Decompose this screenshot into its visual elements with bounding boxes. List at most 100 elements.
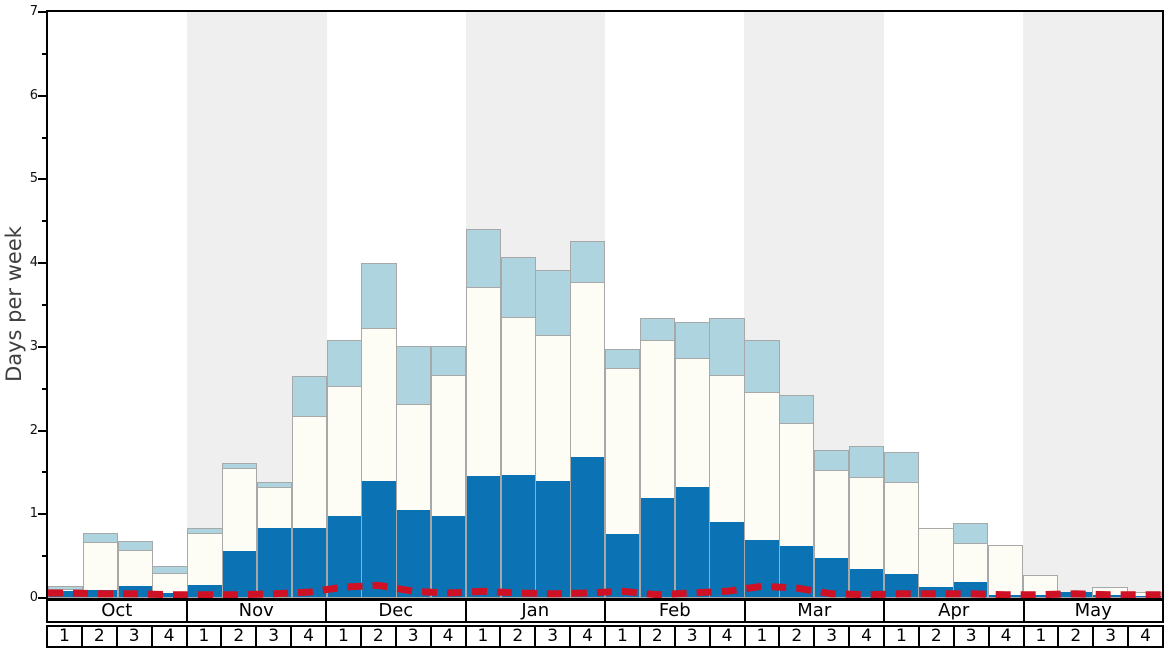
week-cell: 3	[955, 627, 990, 646]
bar-week-8	[291, 376, 327, 598]
light-blue-segment	[431, 347, 466, 376]
light-blue-segment	[814, 450, 849, 471]
week-cell: 3	[1094, 627, 1130, 646]
dark-blue-segment	[571, 457, 605, 597]
week-cell: 3	[536, 627, 572, 646]
week-cell: 2	[641, 627, 676, 646]
week-cell: 1	[188, 627, 223, 646]
week-cell: 4	[153, 627, 188, 646]
bar-week-6	[222, 463, 258, 598]
week-cell: 3	[257, 627, 293, 646]
week-cell: 3	[397, 627, 432, 646]
bar-week-16	[570, 240, 606, 598]
bar-week-7	[256, 481, 293, 598]
bar-week-20	[709, 317, 745, 598]
bar-week-26	[918, 527, 954, 598]
bar-week-21	[744, 340, 780, 598]
dark-blue-segment	[397, 509, 431, 597]
red-dashed-line	[48, 581, 1162, 598]
dark-blue-segment	[431, 515, 466, 597]
week-cell: 1	[327, 627, 362, 646]
week-cell: 2	[920, 627, 955, 646]
dark-blue-segment	[49, 591, 83, 597]
month-cell-dec: Dec	[327, 601, 467, 621]
y-tick-major	[38, 597, 46, 599]
bar-week-18	[639, 317, 676, 598]
light-blue-segment	[257, 482, 292, 488]
week-cell: 1	[606, 627, 641, 646]
light-blue-segment	[83, 533, 118, 543]
light-blue-segment	[188, 528, 222, 534]
bar-week-23	[813, 449, 850, 598]
week-cell: 1	[885, 627, 920, 646]
y-tick-label-1: 1	[29, 506, 38, 522]
week-cell: 3	[815, 627, 851, 646]
dark-blue-segment	[223, 551, 257, 597]
light-blue-segment	[362, 264, 396, 330]
month-cell-feb: Feb	[606, 601, 746, 621]
light-blue-segment	[501, 258, 535, 318]
dark-blue-segment	[466, 475, 501, 597]
week-cell: 1	[746, 627, 781, 646]
dark-blue-segment	[1023, 595, 1058, 597]
light-blue-segment	[849, 446, 883, 478]
bar-week-19	[674, 321, 710, 598]
y-tick-label-3: 3	[29, 338, 38, 354]
month-cell-oct: Oct	[48, 601, 188, 621]
y-tick-major	[38, 94, 46, 97]
week-cell: 4	[432, 627, 467, 646]
light-blue-segment	[675, 322, 709, 359]
week-cell: 2	[222, 627, 258, 646]
week-cell: 4	[990, 627, 1025, 646]
month-band-may	[1022, 12, 1162, 598]
week-cell: 1	[467, 627, 502, 646]
y-axis-title: Days per week	[2, 226, 26, 382]
bar-week-5	[187, 527, 223, 598]
bar-week-13	[465, 228, 502, 598]
week-cell: 2	[362, 627, 397, 646]
week-cell: 2	[83, 627, 118, 646]
y-tick-major	[38, 11, 46, 13]
y-tick-major	[38, 345, 46, 348]
y-tick-label-2: 2	[29, 422, 38, 438]
week-cell: 1	[1025, 627, 1060, 646]
y-tick-label-0: 0	[29, 590, 38, 605]
dark-blue-segment	[640, 498, 675, 597]
bar-week-22	[779, 394, 815, 598]
week-cell: 3	[676, 627, 711, 646]
dark-blue-segment	[1128, 596, 1162, 597]
y-tick-label-6: 6	[29, 87, 38, 103]
light-blue-segment	[327, 341, 361, 388]
month-cell-may: May	[1074, 600, 1112, 621]
light-blue-segment	[49, 587, 83, 590]
dark-blue-segment	[188, 585, 222, 597]
light-blue-segment	[884, 453, 918, 483]
light-blue-segment	[153, 567, 187, 574]
y-tick-major	[38, 178, 46, 181]
light-blue-segment	[710, 318, 744, 376]
week-cell: 1	[48, 627, 83, 646]
light-blue-segment	[466, 229, 501, 288]
bar-week-14	[500, 257, 536, 598]
week-cell: 4	[711, 627, 746, 646]
light-blue-segment	[292, 377, 326, 418]
month-cell-mar: Mar	[746, 601, 885, 621]
dark-blue-segment	[536, 480, 570, 597]
week-cell: 4	[850, 627, 885, 646]
light-blue-segment	[223, 464, 257, 470]
dark-blue-segment	[292, 527, 326, 597]
light-blue-segment	[397, 347, 431, 405]
week-cell: 4	[1140, 626, 1151, 646]
y-tick-major	[38, 513, 46, 516]
month-cell-jan: Jan	[467, 601, 606, 621]
week-cell: 3	[118, 627, 153, 646]
light-blue-segment	[118, 542, 152, 551]
week-cell: 2	[780, 627, 816, 646]
plot-area	[46, 10, 1164, 600]
dark-blue-segment	[362, 480, 396, 597]
light-blue-segment	[571, 241, 605, 283]
bar-week-9	[326, 340, 362, 598]
y-tick-major	[38, 262, 46, 265]
month-cell-nov: Nov	[188, 601, 327, 621]
